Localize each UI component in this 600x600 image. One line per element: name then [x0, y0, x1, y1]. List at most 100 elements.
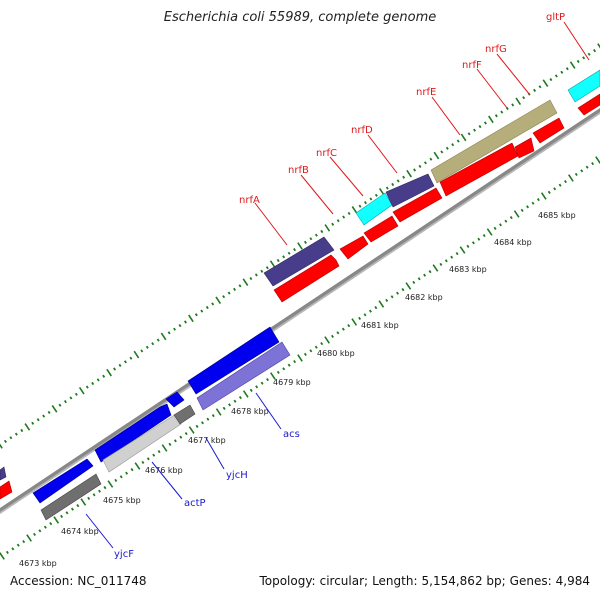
major-tick [270, 372, 276, 380]
minor-tick [184, 432, 188, 436]
minor-tick [303, 352, 307, 356]
minor-tick [194, 313, 198, 317]
minor-tick [179, 435, 183, 439]
minor-tick [341, 327, 345, 331]
gene-label-nrfD[interactable]: nrfD [351, 125, 373, 136]
minor-tick [200, 309, 204, 313]
minor-tick [358, 316, 362, 320]
minor-tick [477, 237, 481, 241]
minor-tick [47, 410, 51, 414]
minor-tick [141, 460, 145, 464]
tick-row-upper [0, 43, 600, 449]
gene-gltP-arrow[interactable] [577, 93, 600, 116]
minor-tick [168, 442, 172, 447]
gene-labels-upper: nrfA nrfB nrfC nrfD nrfE nrfF nrfG gltP [239, 12, 590, 246]
gene-nrfD-arrow[interactable] [392, 187, 443, 223]
gene-yjcH-arrow[interactable] [165, 391, 185, 408]
minor-tick [547, 190, 551, 195]
minor-tick [509, 216, 513, 220]
minor-tick [260, 269, 264, 273]
upper-genes [263, 69, 600, 303]
label-leader-actP [151, 461, 183, 500]
minor-tick [205, 305, 209, 310]
gene-nrfB-arrow[interactable] [339, 235, 369, 260]
genes-value: 4,984 [555, 574, 590, 588]
minor-tick [440, 150, 444, 154]
major-tick [351, 318, 358, 326]
major-tick [242, 390, 249, 398]
gene-label-nrfF[interactable]: nrfF [462, 60, 482, 71]
minor-tick [287, 251, 291, 255]
major-tick [406, 169, 412, 178]
minor-tick [249, 388, 253, 393]
minor-tick [587, 52, 591, 56]
minor-tick [70, 507, 74, 511]
major-tick [459, 246, 466, 254]
gene-yjcH-gray[interactable] [173, 404, 196, 425]
minor-tick [451, 143, 455, 147]
gene-nrfC-arrow[interactable] [363, 215, 399, 243]
minor-tick [114, 478, 118, 482]
gene-nrfA-arrow[interactable] [273, 254, 340, 303]
gene-acs-slate[interactable] [196, 341, 291, 411]
ruler-label: 4683 kbp [449, 265, 487, 274]
minor-tick [287, 363, 291, 367]
minor-tick [36, 418, 40, 422]
gene-left-navy[interactable] [0, 466, 7, 481]
major-tick [80, 498, 87, 506]
minor-tick [282, 255, 286, 259]
minor-tick [455, 252, 459, 256]
gene-nrfD-bar[interactable] [385, 173, 435, 208]
minor-tick [309, 349, 313, 353]
gene-label-yjcH[interactable]: yjcH [226, 470, 248, 481]
minor-tick [466, 244, 470, 249]
minor-tick [303, 240, 307, 245]
gene-label-nrfA[interactable]: nrfA [239, 195, 260, 206]
gene-label-nrfE[interactable]: nrfE [416, 87, 436, 98]
minor-tick [276, 370, 280, 374]
gene-nrfG-arrow[interactable] [532, 117, 565, 144]
minor-tick [282, 367, 286, 371]
label-leader-nrfA [254, 202, 288, 246]
gene-yjcF-gray[interactable] [40, 473, 102, 521]
gene-label-nrfC[interactable]: nrfC [316, 148, 337, 159]
minor-tick [103, 485, 107, 490]
major-tick [378, 300, 385, 308]
gene-acs-arrow[interactable] [187, 326, 280, 395]
gene-nrfF-arrow[interactable] [514, 137, 535, 159]
minor-tick [254, 273, 258, 277]
minor-tick [536, 198, 540, 202]
minor-tick [129, 356, 133, 360]
gene-label-gltP[interactable]: gltP [546, 12, 565, 23]
gene-labels-lower: yjcF actP yjcH acs [85, 392, 300, 560]
minor-tick [11, 547, 15, 551]
gene-olive-bar[interactable] [430, 99, 558, 184]
minor-tick [249, 277, 253, 281]
accession-label: Accession: [10, 574, 74, 588]
ruler-label: 4682 kbp [405, 293, 443, 302]
gene-yjcF-arrow[interactable] [32, 458, 94, 504]
gene-left-red[interactable] [0, 480, 13, 500]
minor-tick [549, 78, 553, 82]
gene-gltP-cyan[interactable] [567, 69, 600, 103]
gene-label-nrfB[interactable]: nrfB [288, 165, 309, 176]
minor-tick [3, 439, 7, 444]
gene-nrfA-bar[interactable] [263, 236, 335, 287]
gene-label-actP[interactable]: actP [184, 498, 206, 509]
minor-tick [369, 197, 373, 201]
gene-label-yjcF[interactable]: yjcF [114, 549, 134, 560]
genome-title: Escherichia coli 55989, complete genome [163, 10, 437, 25]
minor-tick [195, 424, 199, 429]
gene-actP-arrow[interactable] [94, 403, 172, 463]
minor-tick [118, 363, 122, 367]
major-tick [242, 278, 249, 286]
minor-tick [576, 59, 580, 64]
minor-tick [483, 121, 487, 125]
label-leader-nrfF [476, 68, 508, 109]
minor-tick [233, 399, 237, 403]
gene-actP-light[interactable] [102, 413, 182, 473]
minor-tick [14, 432, 18, 436]
gene-label-nrfG[interactable]: nrfG [485, 44, 507, 55]
gene-label-acs[interactable]: acs [283, 429, 300, 440]
minor-tick [20, 428, 24, 433]
